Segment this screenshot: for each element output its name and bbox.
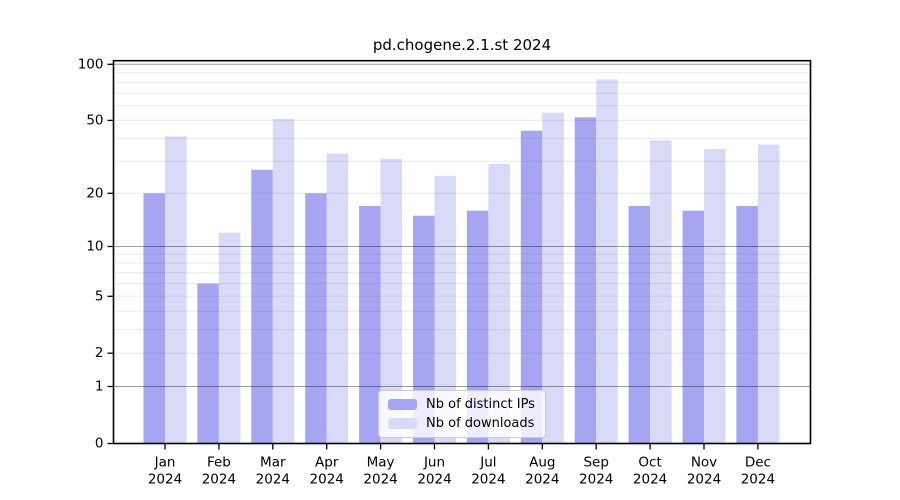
bar-downloads-mar [272,118,295,444]
bar-distinct-ips-nov [682,210,704,444]
bar-distinct-ips-jul [466,210,489,444]
x-tick-label-month: Dec [745,455,771,471]
bar-downloads-aug [542,112,564,444]
x-tick-label-month: Mar [260,455,286,471]
y-tick-label: 100 [78,56,104,72]
bar-distinct-ips-sep [574,117,597,444]
bar-downloads-jul [488,164,510,444]
x-tick-label-year: 2024 [687,472,721,488]
x-tick-label-year: 2024 [633,472,667,488]
bar-downloads-apr [326,153,349,444]
bar-distinct-ips-feb [197,283,219,444]
x-tick-label-month: Jun [423,455,445,471]
bar-downloads-nov [704,149,726,444]
bar-distinct-ips-aug [520,130,543,444]
legend-swatch-downloads-icon [388,418,417,429]
y-tick-label: 0 [95,436,104,452]
x-tick-label-month: Apr [315,455,339,471]
chart-title: pd.chogene.2.1.st 2024 [372,36,552,54]
x-tick-label-year: 2024 [310,472,344,488]
x-tick-label-month: May [367,455,395,471]
y-tick-label: 20 [86,185,103,201]
x-tick-label-month: Aug [529,455,555,471]
x-tick-label-year: 2024 [471,472,505,488]
bar-downloads-jan [165,136,187,444]
y-tick-label: 2 [95,345,104,361]
bar-distinct-ips-may [359,206,381,444]
bar-downloads-may [380,158,403,444]
bar-distinct-ips-jan [143,193,165,444]
bar-downloads-sep [596,79,618,444]
x-tick-label-month: Nov [691,455,717,471]
y-tick-label: 50 [86,112,103,128]
legend-label-downloads: Nb of downloads [426,416,535,431]
x-tick-label-year: 2024 [148,472,182,488]
bar-distinct-ips-mar [251,169,273,444]
bar-downloads-feb [218,232,241,444]
bar-downloads-jun [434,175,456,444]
x-tick-label-year: 2024 [202,472,236,488]
bar-distinct-ips-apr [305,193,327,444]
x-tick-label-year: 2024 [579,472,613,488]
gridlines-layer [113,63,811,387]
x-axis: Jan2024Feb2024Mar2024Apr2024May2024Jun20… [148,443,775,488]
y-tick-label: 10 [86,239,103,255]
x-tick-label-year: 2024 [417,472,451,488]
x-tick-label-month: Jan [154,455,176,471]
bar-downloads-dec [757,144,780,444]
x-tick-label-year: 2024 [256,472,290,488]
legend-item-distinct-ips: Nb of distinct IPs [388,397,535,412]
bar-distinct-ips-dec [736,206,758,444]
bar-distinct-ips-jun [413,215,435,444]
x-tick-label-year: 2024 [525,472,559,488]
x-tick-label-year: 2024 [363,472,397,488]
y-tick-label: 1 [95,379,104,395]
x-tick-label-month: Feb [207,455,231,471]
y-tick-label: 5 [95,288,104,304]
x-tick-label-month: Sep [583,455,608,471]
legend-item-downloads: Nb of downloads [388,416,535,431]
legend: Nb of distinct IPs Nb of downloads [378,390,546,438]
bars-layer [143,79,780,444]
bar-distinct-ips-oct [628,206,651,444]
legend-swatch-distinct-ips-icon [388,399,417,410]
x-tick-label-month: Oct [638,455,661,471]
legend-label-distinct-ips: Nb of distinct IPs [426,397,535,412]
x-tick-label-month: Jul [479,455,496,471]
axes-spines [112,59,812,445]
x-tick-label-year: 2024 [741,472,775,488]
bar-downloads-oct [650,140,672,444]
